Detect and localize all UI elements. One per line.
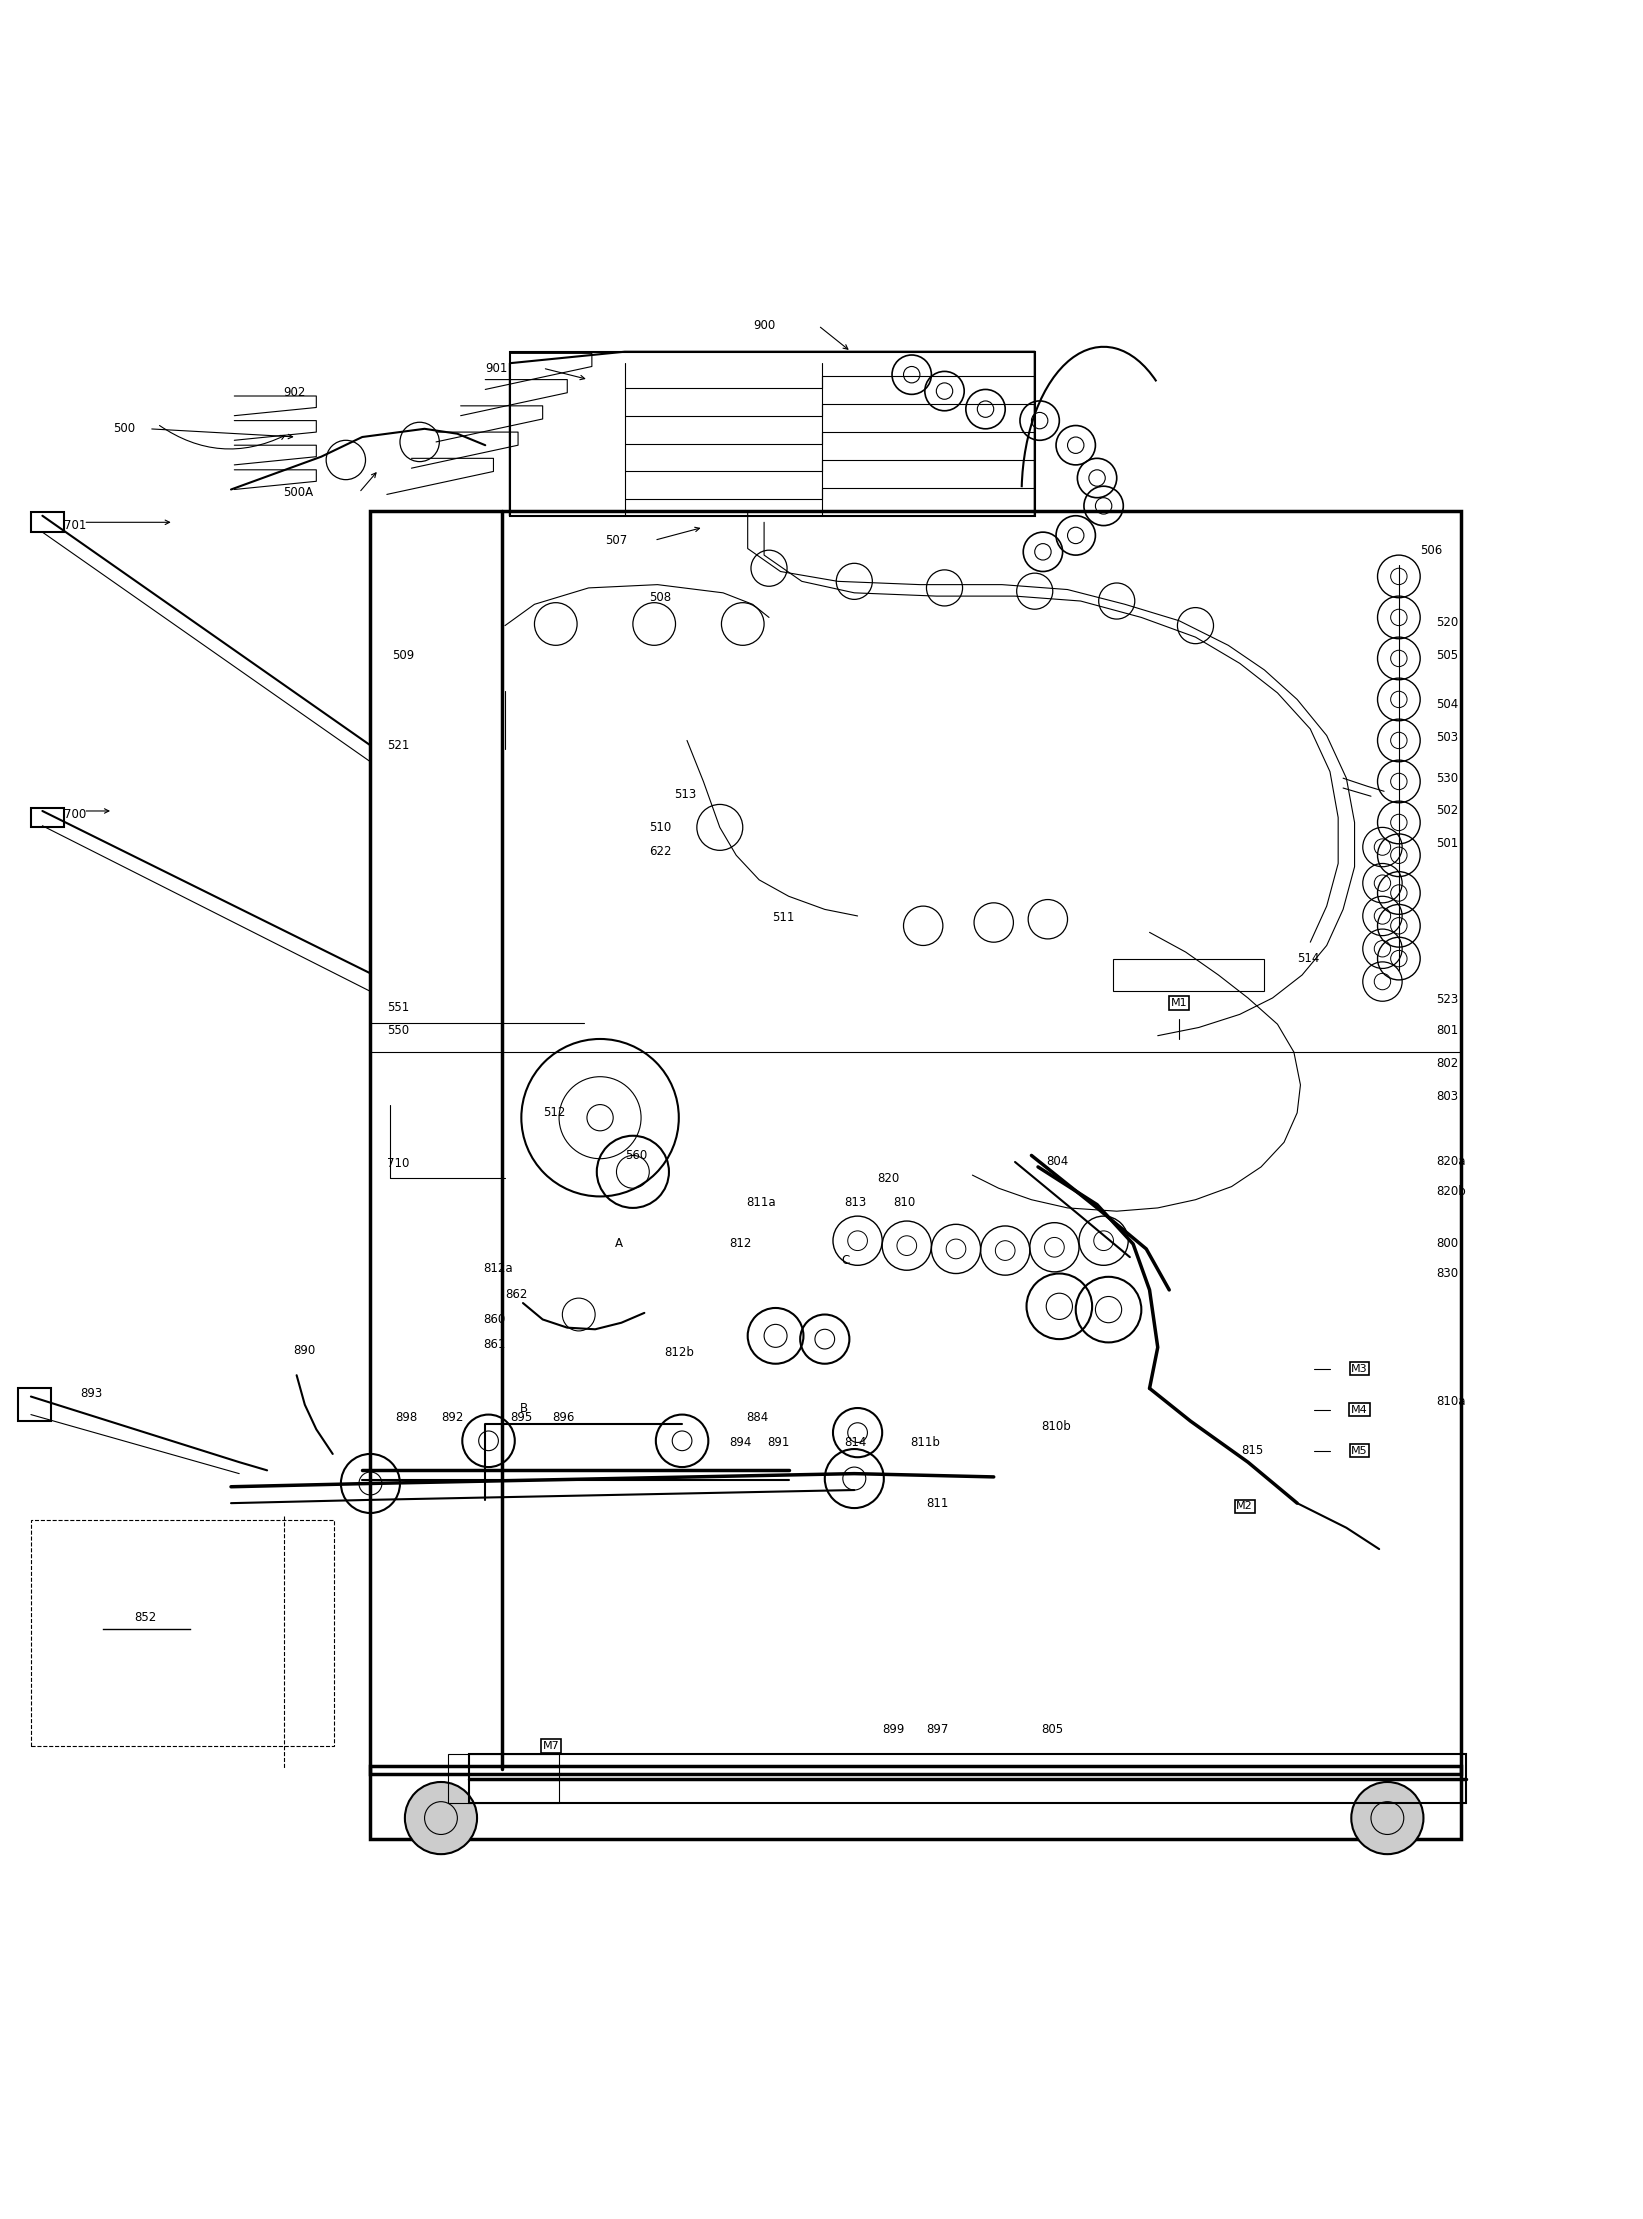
Bar [370,1766,1461,1840]
Text: 893: 893 [81,1387,102,1400]
Text: 812b: 812b [664,1345,693,1358]
Text: 701: 701 [64,519,85,533]
Text: 514: 514 [1298,952,1319,965]
Text: 861: 861 [483,1338,506,1351]
Text: 820b: 820b [1436,1185,1466,1198]
Text: 902: 902 [284,386,306,399]
Text: 811a: 811a [746,1196,775,1209]
Text: 507: 507 [605,535,628,546]
Text: 521: 521 [386,739,409,752]
Text: M4: M4 [1351,1405,1369,1416]
Text: 513: 513 [674,788,697,801]
Bar [447,1753,559,1804]
Text: 530: 530 [1436,772,1459,786]
Text: 710: 710 [386,1156,409,1169]
Bar [468,1753,1466,1804]
Text: 509: 509 [391,648,414,661]
Text: 812a: 812a [483,1263,513,1276]
Circle shape [404,1782,476,1855]
Text: M1: M1 [1171,999,1188,1007]
Bar [31,808,64,828]
Text: 820a: 820a [1436,1156,1466,1169]
Text: 862: 862 [504,1289,527,1300]
Bar [370,510,1461,1773]
Text: 504: 504 [1436,697,1459,710]
Text: 811b: 811b [910,1436,940,1449]
Text: 900: 900 [752,320,775,333]
Text: 500A: 500A [284,486,314,499]
Text: 897: 897 [927,1722,950,1735]
Text: 811: 811 [927,1496,950,1509]
Text: 810b: 810b [1042,1420,1071,1433]
Bar [509,353,1035,515]
Text: 852: 852 [135,1611,156,1624]
Circle shape [1351,1782,1423,1855]
Text: M7: M7 [542,1742,559,1751]
Bar [1114,959,1265,992]
Text: 801: 801 [1436,1025,1459,1036]
Text: 860: 860 [483,1314,506,1327]
Text: 551: 551 [386,1001,409,1014]
Text: 810a: 810a [1436,1396,1466,1409]
Text: 896: 896 [552,1411,575,1425]
Text: 506: 506 [1420,544,1443,557]
Text: 500: 500 [113,422,135,435]
Text: 805: 805 [1042,1722,1063,1735]
Text: 520: 520 [1436,617,1459,628]
Bar [18,1389,51,1420]
Text: 803: 803 [1436,1090,1459,1103]
Text: 560: 560 [624,1149,647,1163]
Text: M5: M5 [1351,1445,1369,1456]
Text: C: C [841,1254,849,1267]
Text: 550: 550 [386,1025,409,1036]
Text: 510: 510 [649,821,672,834]
Text: 508: 508 [649,590,672,604]
Bar [31,513,64,533]
Text: 810: 810 [894,1196,915,1209]
Text: 901: 901 [485,362,508,375]
Text: 800: 800 [1436,1238,1459,1252]
Text: B: B [519,1402,527,1414]
Text: 830: 830 [1436,1267,1459,1280]
Text: 899: 899 [882,1722,905,1735]
Text: 815: 815 [1242,1445,1263,1458]
Text: 622: 622 [649,845,672,859]
Text: 890: 890 [294,1345,315,1358]
Text: 895: 895 [509,1411,532,1425]
Text: 898: 898 [394,1411,417,1425]
Text: 820: 820 [877,1172,899,1185]
Text: 502: 502 [1436,805,1459,817]
Text: 884: 884 [746,1411,769,1425]
Text: 802: 802 [1436,1056,1459,1070]
Text: 804: 804 [1047,1156,1068,1169]
Bar [31,1520,335,1746]
Text: 501: 501 [1436,837,1459,850]
Text: 503: 503 [1436,730,1459,743]
Text: 511: 511 [772,912,795,923]
Text: 700: 700 [64,808,85,821]
Text: M3: M3 [1351,1365,1369,1374]
Text: 812: 812 [729,1238,752,1252]
Text: 512: 512 [542,1107,565,1118]
Text: 891: 891 [767,1436,790,1449]
Text: 505: 505 [1436,648,1459,661]
Text: 814: 814 [845,1436,868,1449]
Text: M2: M2 [1236,1502,1254,1511]
Text: A: A [614,1238,623,1252]
Text: 892: 892 [440,1411,463,1425]
Text: 894: 894 [729,1436,752,1449]
Text: 523: 523 [1436,994,1459,1005]
Text: 813: 813 [845,1196,868,1209]
